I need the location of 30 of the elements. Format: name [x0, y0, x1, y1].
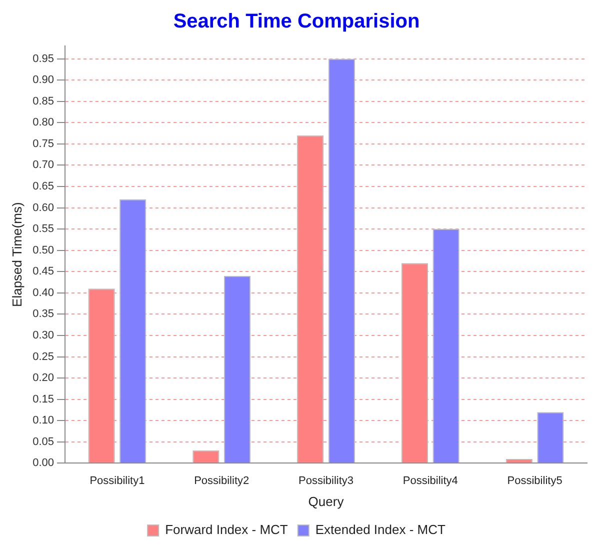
y-tick-label: 0.50 — [32, 244, 54, 256]
x-tick-label: Possibility2 — [194, 474, 250, 487]
y-tick-label: 0.65 — [32, 180, 54, 193]
x-tick-label: Possibility3 — [298, 474, 354, 487]
chart-title: Search Time Comparision — [173, 10, 420, 33]
legend-label: Forward Index - MCT — [165, 522, 288, 538]
y-tick-label: 0.25 — [32, 350, 54, 363]
y-axis-title: Elapsed Time(ms) — [9, 202, 24, 307]
y-tick-label: 0.45 — [32, 266, 54, 278]
y-tick-label: 0.00 — [32, 457, 54, 470]
y-tick-label: 0.40 — [32, 286, 54, 299]
y-tick-label: 0.70 — [32, 159, 54, 172]
y-tick-label: 0.05 — [32, 436, 54, 448]
y-tick-label: 0.80 — [32, 116, 54, 129]
y-tick-label: 0.60 — [32, 202, 54, 214]
y-tick-label: 0.85 — [32, 95, 54, 108]
y-tick-label: 0.35 — [32, 308, 54, 320]
x-tick-label: Possibility5 — [507, 474, 562, 487]
y-tick-label: 0.10 — [32, 414, 54, 427]
y-tick-label: 0.30 — [32, 330, 54, 342]
x-axis-title: Query — [308, 494, 344, 509]
legend-label: Extended Index - MCT — [315, 522, 446, 538]
x-tick-label: Possibility4 — [402, 474, 458, 487]
y-tick-label: 0.95 — [32, 52, 54, 65]
x-tick-label: Possibility1 — [90, 474, 145, 487]
y-tick-label: 0.75 — [32, 138, 54, 150]
y-tick-label: 0.15 — [32, 393, 54, 406]
y-tick-label: 0.55 — [32, 223, 54, 236]
y-tick-label: 0.20 — [32, 372, 54, 384]
y-tick-label: 0.90 — [32, 74, 54, 86]
